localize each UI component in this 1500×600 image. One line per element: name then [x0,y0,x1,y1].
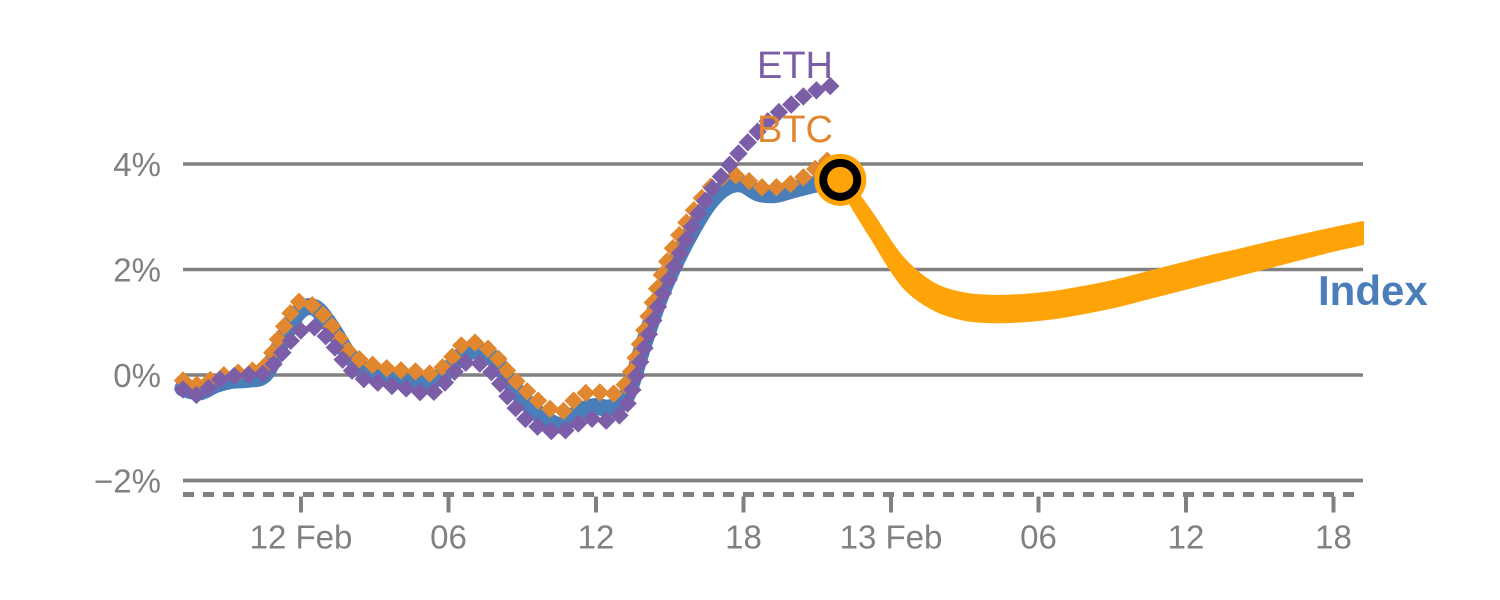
current-value-marker[interactable] [814,153,867,206]
svg-text:4%: 4% [113,146,161,183]
series-annotations: ETH BTC Index [757,45,1428,314]
svg-text:12: 12 [578,519,615,556]
series-index [174,171,849,434]
svg-text:18: 18 [725,519,762,556]
x-axis [183,478,1363,513]
svg-text:BTC: BTC [757,109,833,151]
svg-text:Index: Index [1318,267,1428,314]
svg-text:−2%: −2% [94,463,161,500]
svg-text:18: 18 [1315,519,1352,556]
svg-text:0%: 0% [113,357,161,394]
svg-text:2%: 2% [113,252,161,289]
svg-text:12: 12 [1168,519,1205,556]
gridlines [183,162,1363,483]
forecast-band [839,168,1364,324]
svg-text:06: 06 [430,519,467,556]
svg-text:12 Feb: 12 Feb [250,519,353,556]
svg-text:06: 06 [1020,519,1057,556]
y-axis-labels: 4% 2% 0% −2% [94,146,161,500]
svg-text:ETH: ETH [757,45,833,87]
svg-text:13 Feb: 13 Feb [840,519,943,556]
series-eth [173,76,840,441]
x-axis-labels: 12 Feb 06 12 18 13 Feb 06 12 18 [250,519,1352,556]
